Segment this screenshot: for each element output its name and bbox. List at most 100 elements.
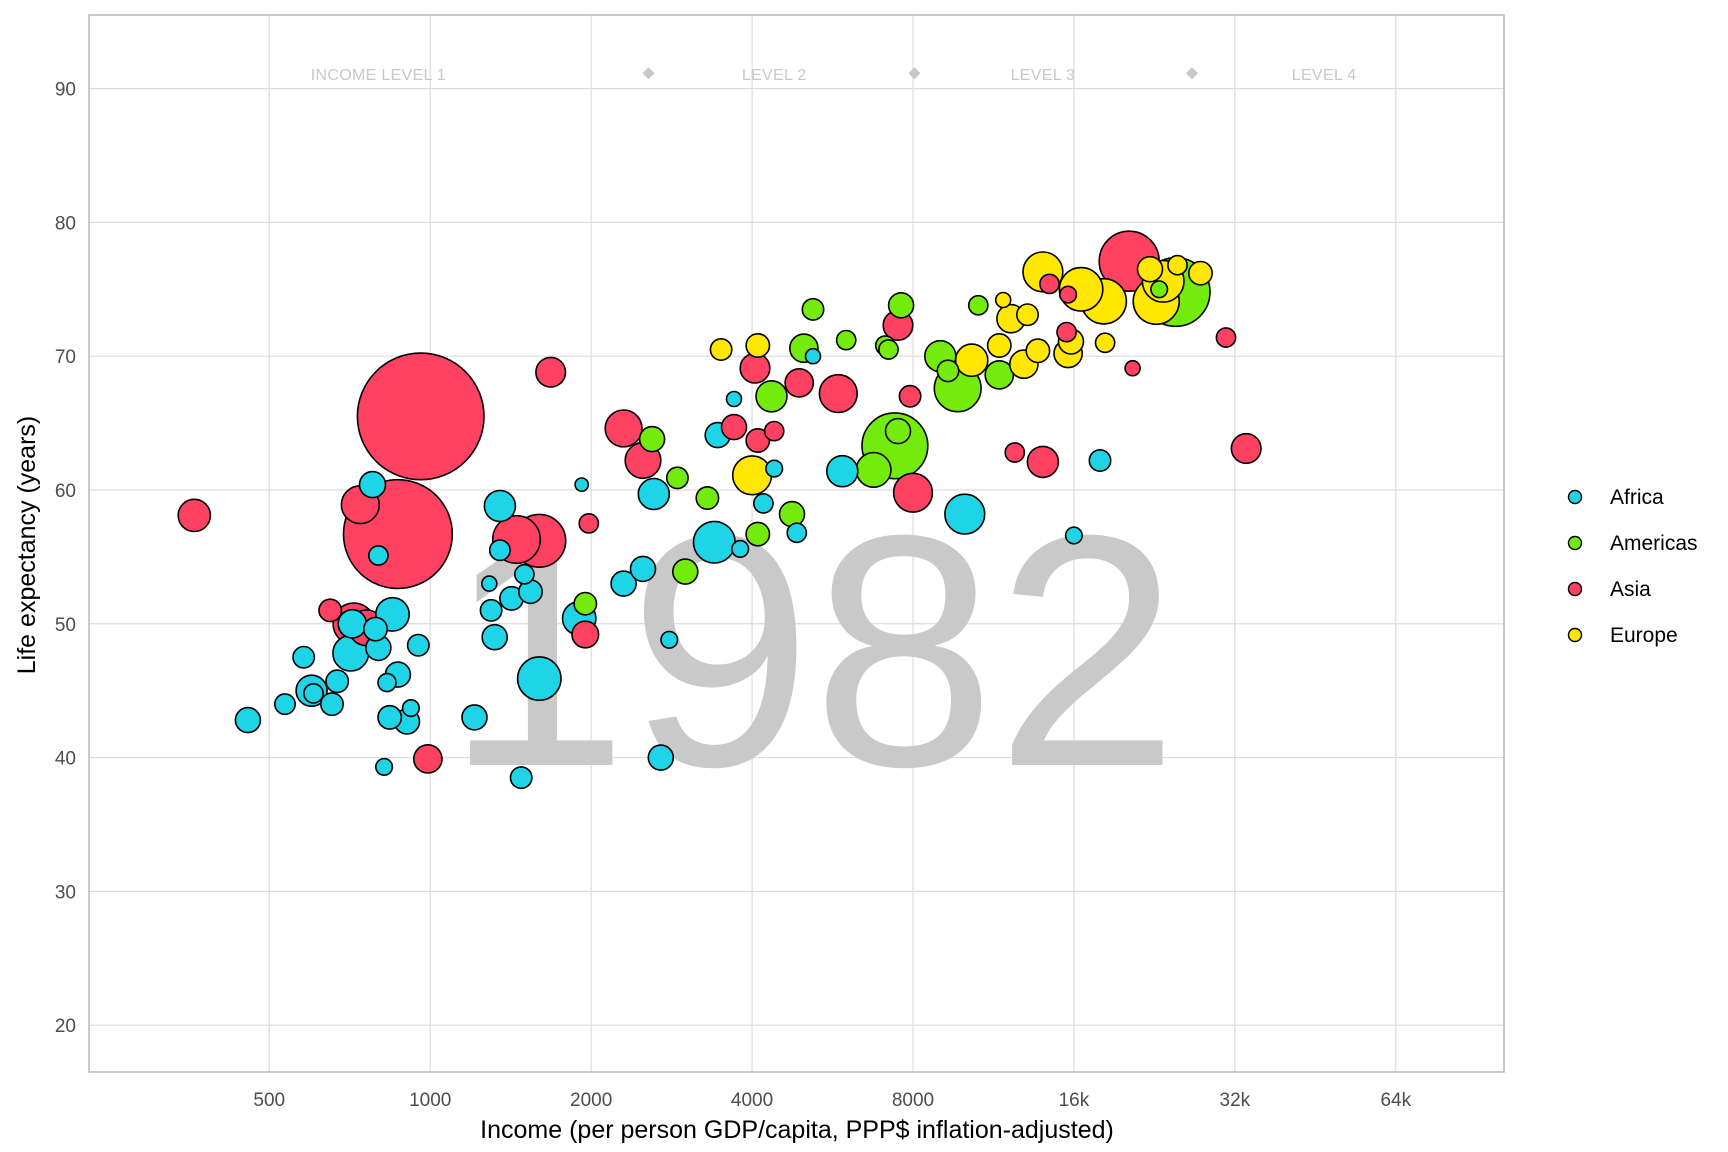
country-bubble-asia[interactable]: [356, 352, 485, 481]
country-bubble-africa[interactable]: [516, 656, 562, 702]
country-bubble-americas[interactable]: [855, 451, 892, 489]
country-bubble-americas[interactable]: [936, 359, 960, 383]
country-bubble-africa[interactable]: [481, 623, 509, 651]
country-bubble-asia[interactable]: [604, 409, 643, 448]
country-bubble-africa[interactable]: [1088, 448, 1112, 472]
country-bubble-asia[interactable]: [177, 498, 212, 533]
country-bubble-asia[interactable]: [1215, 327, 1237, 348]
country-bubble-asia[interactable]: [535, 356, 567, 388]
country-bubble-asia[interactable]: [1230, 432, 1262, 465]
country-bubble-americas[interactable]: [884, 417, 912, 445]
country-bubble-africa[interactable]: [362, 616, 388, 642]
country-bubble-africa[interactable]: [377, 704, 403, 730]
country-bubble-asia[interactable]: [318, 598, 343, 623]
country-bubble-africa[interactable]: [292, 645, 316, 669]
country-bubble-europe[interactable]: [954, 343, 989, 378]
country-bubble-europe[interactable]: [986, 332, 1012, 358]
legend-key-africa: [1567, 489, 1583, 505]
country-bubble-americas[interactable]: [745, 521, 771, 547]
country-bubble-africa[interactable]: [574, 477, 590, 492]
country-bubble-africa[interactable]: [273, 693, 296, 716]
country-bubble-africa[interactable]: [804, 347, 822, 365]
country-bubble-europe[interactable]: [709, 337, 733, 361]
country-bubble-asia[interactable]: [763, 420, 785, 442]
country-bubble-africa[interactable]: [514, 563, 535, 585]
country-bubble-africa[interactable]: [753, 492, 774, 514]
country-bubble-africa[interactable]: [375, 757, 394, 777]
x-axis-title: Income (per person GDP/capita, PPP$ infl…: [480, 1116, 1114, 1144]
country-bubble-africa[interactable]: [367, 545, 389, 566]
country-bubble-europe[interactable]: [1094, 332, 1116, 354]
country-bubble-africa[interactable]: [488, 539, 511, 562]
country-bubble-europe[interactable]: [745, 332, 771, 358]
country-bubble-africa[interactable]: [692, 520, 736, 564]
country-bubble-africa[interactable]: [647, 744, 675, 771]
country-bubble-africa[interactable]: [610, 570, 637, 597]
country-bubble-asia[interactable]: [739, 352, 771, 384]
country-bubble-africa[interactable]: [786, 522, 808, 544]
country-bubble-europe[interactable]: [1136, 255, 1164, 283]
country-bubble-asia[interactable]: [898, 384, 922, 408]
country-bubble-asia[interactable]: [1056, 321, 1078, 343]
country-bubble-americas[interactable]: [835, 329, 857, 351]
country-bubble-americas[interactable]: [755, 379, 788, 413]
country-bubble-americas[interactable]: [887, 291, 915, 319]
country-bubble-europe[interactable]: [1015, 303, 1039, 327]
country-bubble-africa[interactable]: [1064, 526, 1083, 545]
country-bubble-americas[interactable]: [1150, 280, 1169, 299]
country-bubble-africa[interactable]: [765, 459, 784, 478]
country-bubble-africa[interactable]: [483, 489, 517, 523]
country-bubble-americas[interactable]: [665, 466, 689, 490]
country-bubble-asia[interactable]: [1026, 445, 1060, 479]
country-bubble-africa[interactable]: [731, 539, 750, 559]
x-tick-label: 1000: [409, 1090, 451, 1111]
x-tick-label: 32k: [1220, 1090, 1251, 1111]
country-bubble-asia[interactable]: [412, 744, 443, 774]
country-bubble-americas[interactable]: [671, 558, 699, 585]
country-bubble-africa[interactable]: [944, 493, 986, 535]
country-bubble-africa[interactable]: [303, 683, 324, 704]
country-bubble-africa[interactable]: [509, 766, 533, 790]
country-bubble-asia[interactable]: [1004, 442, 1026, 463]
country-bubble-asia[interactable]: [720, 413, 748, 441]
country-bubble-asia[interactable]: [578, 513, 600, 534]
country-bubble-africa[interactable]: [377, 672, 397, 693]
country-bubble-africa[interactable]: [629, 555, 657, 583]
country-bubble-africa[interactable]: [358, 470, 387, 499]
country-bubble-africa[interactable]: [319, 692, 344, 717]
country-bubble-europe[interactable]: [1188, 260, 1214, 286]
country-bubble-asia[interactable]: [1039, 273, 1060, 295]
country-bubble-americas[interactable]: [984, 359, 1015, 390]
country-bubble-americas[interactable]: [967, 294, 989, 316]
country-bubble-africa[interactable]: [637, 477, 671, 511]
country-bubble-africa[interactable]: [337, 608, 368, 639]
country-bubble-americas[interactable]: [573, 591, 598, 616]
country-bubble-asia[interactable]: [1124, 359, 1141, 377]
country-bubble-africa[interactable]: [660, 630, 679, 649]
country-bubble-europe[interactable]: [731, 455, 773, 496]
country-bubble-americas[interactable]: [778, 500, 806, 528]
country-bubble-europe[interactable]: [1025, 338, 1051, 364]
country-bubble-americas[interactable]: [801, 297, 825, 321]
country-bubble-europe[interactable]: [1167, 254, 1188, 276]
country-bubble-africa[interactable]: [461, 704, 488, 731]
country-bubble-africa[interactable]: [325, 669, 350, 694]
country-bubble-asia[interactable]: [892, 472, 934, 513]
country-bubble-americas[interactable]: [695, 485, 720, 510]
country-bubble-africa[interactable]: [725, 390, 743, 408]
country-bubble-americas[interactable]: [638, 425, 666, 453]
country-bubble-africa[interactable]: [406, 633, 430, 657]
country-bubble-asia[interactable]: [745, 427, 771, 453]
country-bubble-asia[interactable]: [571, 620, 600, 649]
country-bubble-asia[interactable]: [1058, 285, 1078, 304]
country-bubble-africa[interactable]: [825, 454, 859, 488]
country-bubble-europe[interactable]: [994, 291, 1012, 309]
country-bubble-africa[interactable]: [480, 575, 498, 592]
y-tick-label: 20: [55, 1016, 76, 1037]
country-bubble-asia[interactable]: [784, 367, 815, 398]
country-bubble-africa[interactable]: [479, 598, 503, 622]
country-bubble-africa[interactable]: [401, 698, 421, 718]
country-bubble-africa[interactable]: [234, 706, 262, 734]
country-bubble-americas[interactable]: [878, 339, 899, 360]
country-bubble-asia[interactable]: [818, 373, 858, 414]
